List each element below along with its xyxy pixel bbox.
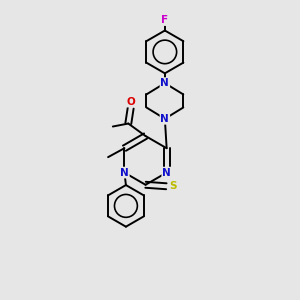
Text: F: F	[161, 15, 168, 25]
Text: N: N	[160, 78, 169, 88]
Text: N: N	[162, 168, 171, 178]
Text: N: N	[160, 114, 169, 124]
Text: N: N	[120, 168, 129, 178]
Text: S: S	[169, 181, 177, 191]
Text: O: O	[126, 97, 135, 106]
